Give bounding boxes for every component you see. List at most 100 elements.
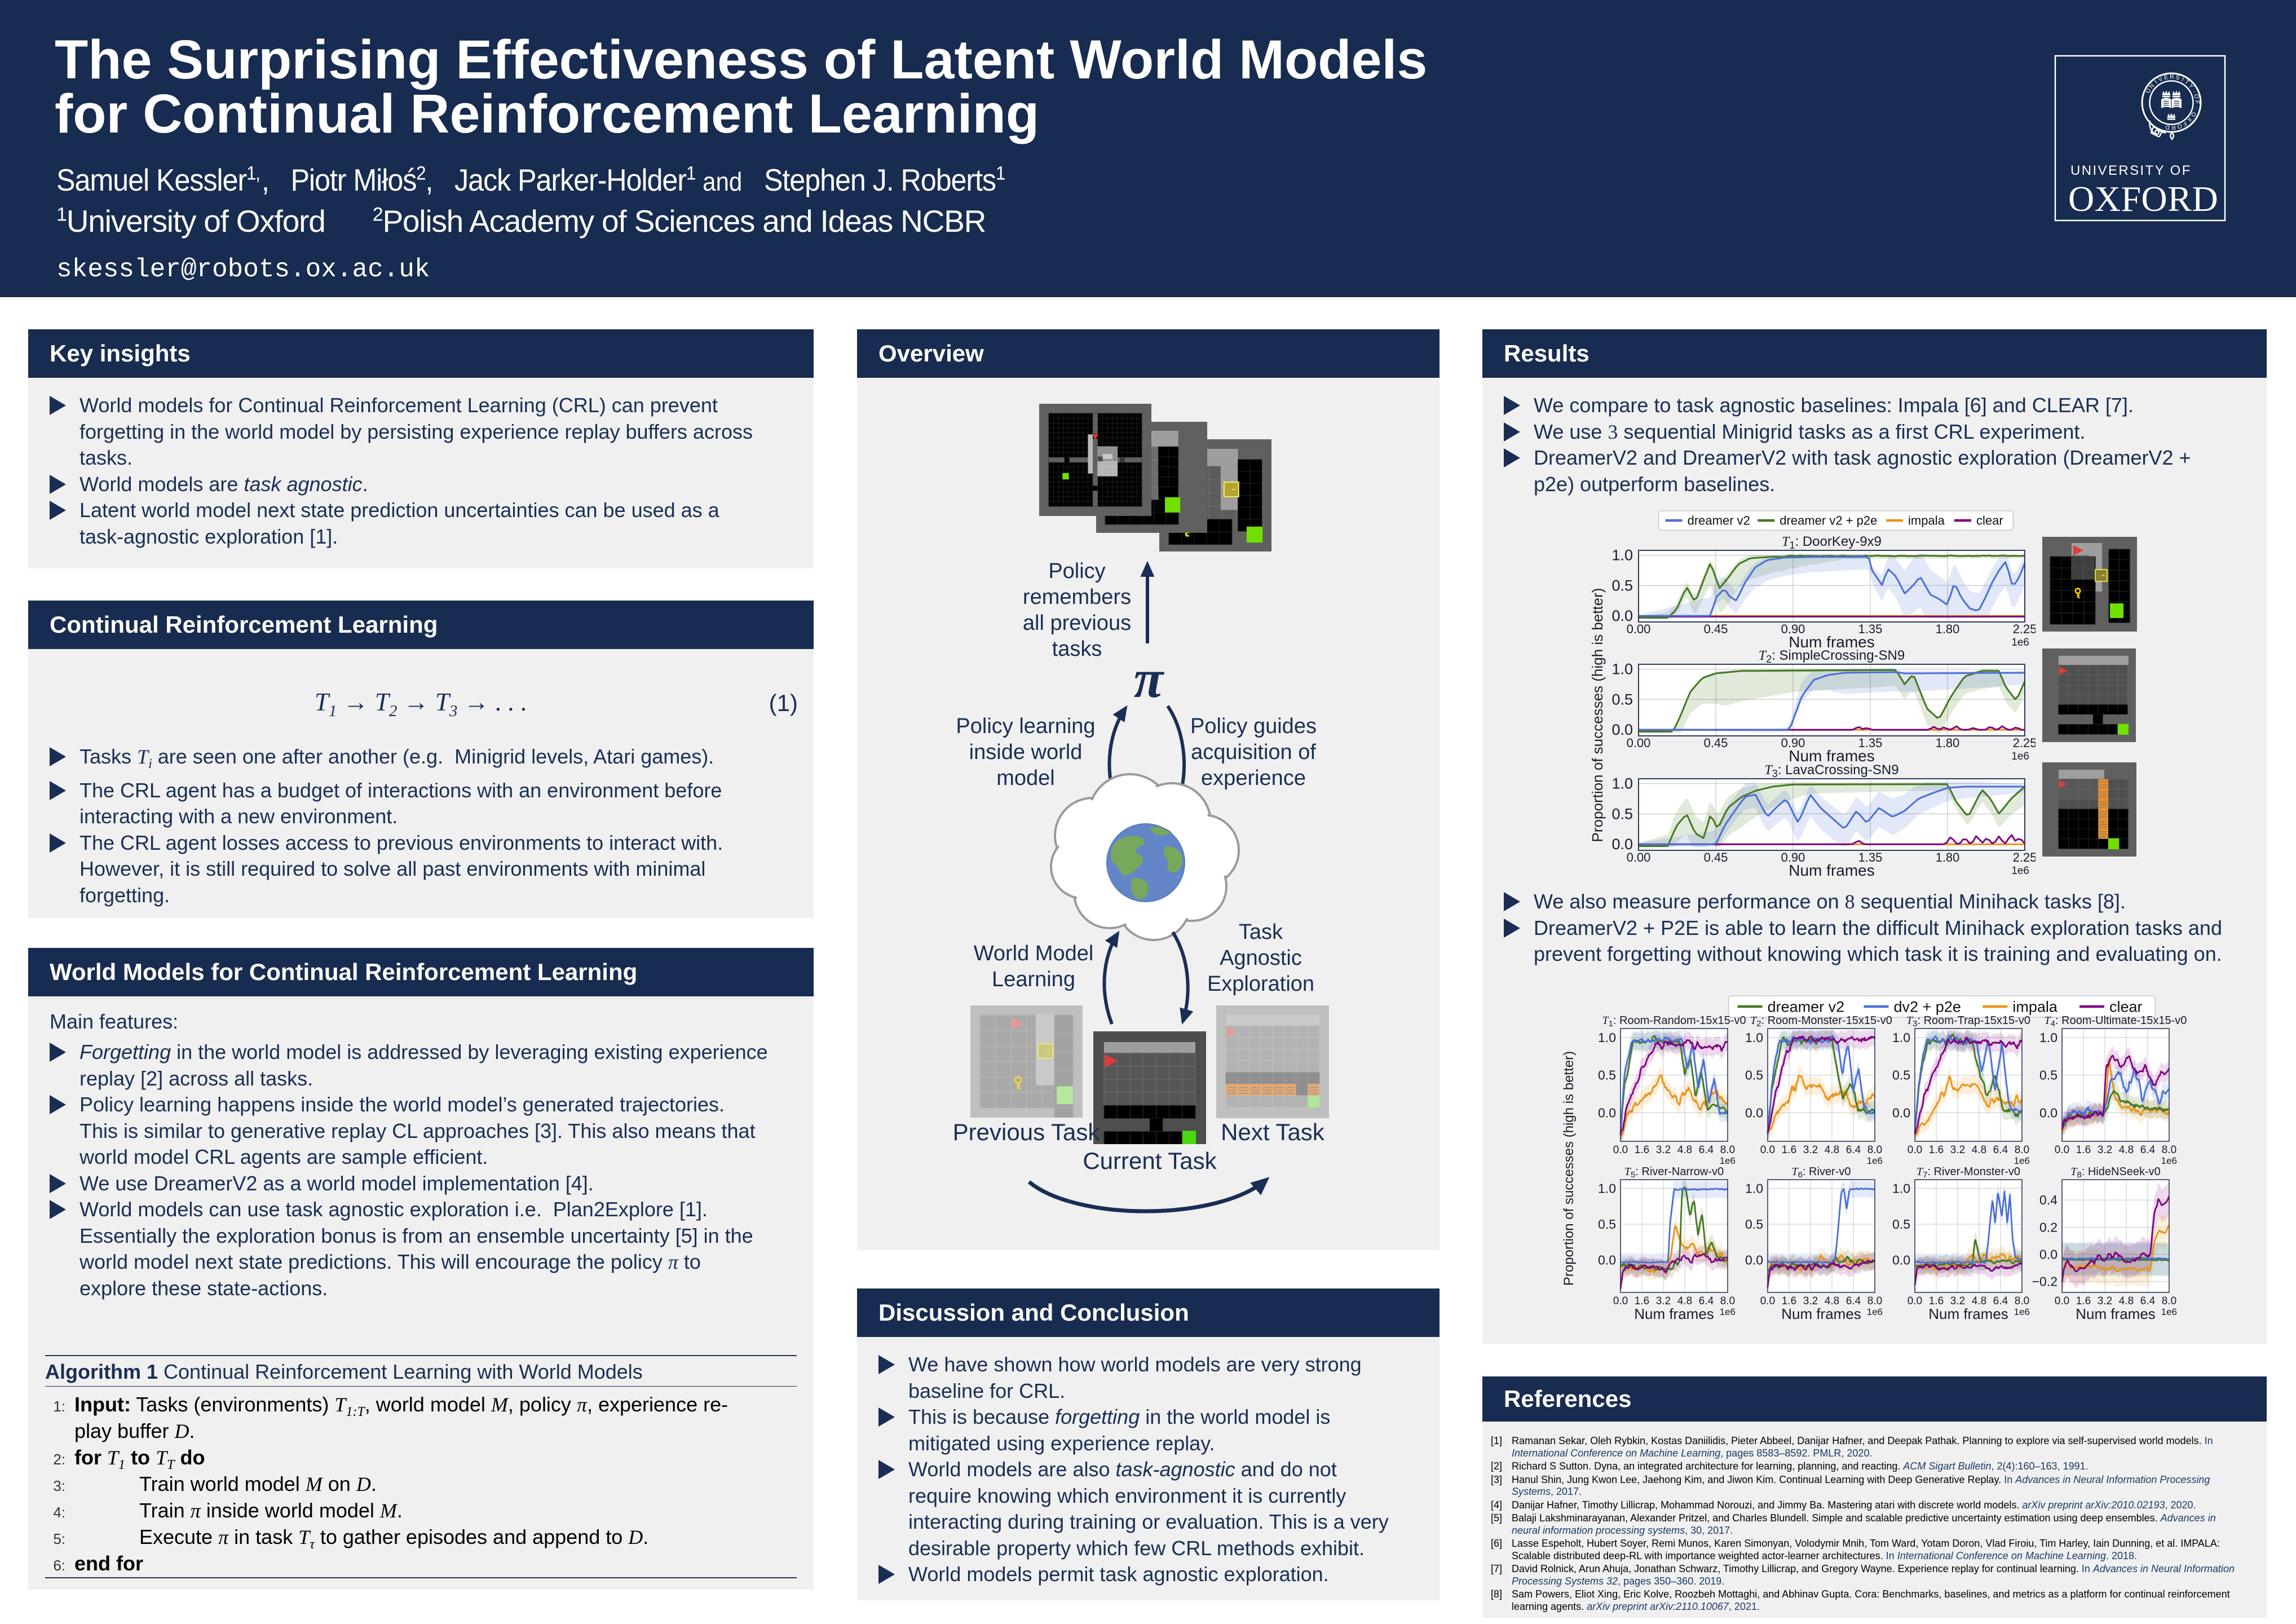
svg-text:3.2: 3.2 <box>2098 1144 2112 1156</box>
svg-text:O: O <box>2176 122 2183 130</box>
svg-text:3.2: 3.2 <box>1656 1295 1671 1307</box>
svg-text:1.6: 1.6 <box>2076 1295 2091 1307</box>
svg-text:4.8: 4.8 <box>1677 1144 1692 1156</box>
svg-text:1.0: 1.0 <box>1598 1181 1616 1195</box>
svg-text:Num frames: Num frames <box>1634 1305 1714 1322</box>
svg-text:1.80: 1.80 <box>1936 622 1960 636</box>
svg-text:−0.2: −0.2 <box>2032 1274 2057 1289</box>
svg-text:0.90: 0.90 <box>1781 622 1805 636</box>
svg-text:T2: SimpleCrossing-SN9: T2: SimpleCrossing-SN9 <box>1759 648 1905 665</box>
svg-text:0.5: 0.5 <box>1611 691 1633 708</box>
svg-text:1e6: 1e6 <box>2011 865 2029 877</box>
svg-text:0.45: 0.45 <box>1704 622 1728 636</box>
svg-text:1.6: 1.6 <box>1635 1295 1649 1307</box>
svg-text:0.0: 0.0 <box>1908 1295 1922 1307</box>
svg-text:F: F <box>2193 100 2200 104</box>
svg-text:T6: River-v0: T6: River-v0 <box>1791 1166 1851 1180</box>
svg-text:1e6: 1e6 <box>1720 1155 1736 1166</box>
svg-text:8.0: 8.0 <box>1720 1144 1735 1156</box>
svg-text:0.0: 0.0 <box>1760 1144 1775 1156</box>
svg-text:0.0: 0.0 <box>1892 1253 1910 1268</box>
svg-text:1e6: 1e6 <box>2011 751 2029 762</box>
svg-text:4.8: 4.8 <box>1825 1295 1839 1307</box>
svg-text:T3: LavaCrossing-SN9: T3: LavaCrossing-SN9 <box>1764 762 1898 779</box>
svg-text:T8: HideNSeek-v0: T8: HideNSeek-v0 <box>2070 1166 2161 1180</box>
svg-text:0.0: 0.0 <box>2039 1247 2057 1262</box>
svg-text:OXFORD: OXFORD <box>2068 179 2218 219</box>
svg-text:6.4: 6.4 <box>2140 1295 2156 1307</box>
svg-text:0.0: 0.0 <box>1611 721 1633 738</box>
svg-text:0.5: 0.5 <box>1892 1217 1910 1232</box>
svg-text:3.2: 3.2 <box>2098 1295 2112 1307</box>
svg-text:3.2: 3.2 <box>1950 1295 1965 1307</box>
svg-text:0.00: 0.00 <box>1627 622 1651 636</box>
svg-text:T1: Room-Random-15x15-v0: T1: Room-Random-15x15-v0 <box>1602 1014 1746 1029</box>
svg-text:1.0: 1.0 <box>1892 1181 1910 1195</box>
svg-text:Num frames: Num frames <box>1781 1305 1861 1322</box>
svg-text:0.4: 0.4 <box>2039 1193 2057 1207</box>
svg-text:0.5: 0.5 <box>1611 805 1633 822</box>
svg-text:I: I <box>2153 79 2159 85</box>
svg-text:1.6: 1.6 <box>1782 1144 1796 1156</box>
svg-text:6.4: 6.4 <box>1699 1144 1714 1156</box>
svg-text:Proportion of successes (high: Proportion of successes (high is better) <box>1562 1051 1577 1286</box>
svg-text:0.90: 0.90 <box>1781 850 1805 864</box>
svg-text:1.6: 1.6 <box>1929 1295 1944 1307</box>
svg-text:1e6: 1e6 <box>1867 1307 1883 1317</box>
svg-text:8.0: 8.0 <box>1867 1144 1882 1156</box>
svg-text:1.35: 1.35 <box>1858 736 1883 750</box>
svg-text:4.8: 4.8 <box>1825 1144 1839 1156</box>
svg-text:1.0: 1.0 <box>1598 1030 1616 1045</box>
svg-text:0.0: 0.0 <box>2055 1295 2069 1307</box>
svg-text:6.4: 6.4 <box>1993 1295 2008 1307</box>
svg-text:1e6: 1e6 <box>1720 1307 1736 1317</box>
svg-text:1.0: 1.0 <box>1745 1030 1763 1045</box>
svg-text:8.0: 8.0 <box>1720 1295 1735 1307</box>
svg-text:0.0: 0.0 <box>2039 1105 2057 1120</box>
svg-text:1e6: 1e6 <box>2161 1155 2177 1166</box>
svg-text:R: R <box>2171 124 2176 131</box>
svg-text:1.0: 1.0 <box>1611 775 1633 792</box>
svg-text:1.6: 1.6 <box>1929 1144 1944 1156</box>
svg-text:E: E <box>2163 74 2169 81</box>
svg-text:4.8: 4.8 <box>1972 1295 1986 1307</box>
svg-text:1.0: 1.0 <box>1745 1181 1763 1195</box>
svg-text:impala: impala <box>1908 514 1945 528</box>
svg-text:0.0: 0.0 <box>1611 836 1633 853</box>
svg-text:clear: clear <box>2109 998 2143 1015</box>
svg-text:3.2: 3.2 <box>1656 1144 1671 1156</box>
svg-text:T5: River-Narrow-v0: T5: River-Narrow-v0 <box>1624 1166 1724 1180</box>
svg-text:V: V <box>2157 76 2163 83</box>
svg-text:1.0: 1.0 <box>1611 661 1633 678</box>
svg-text:F: F <box>2181 120 2188 128</box>
svg-text:1.0: 1.0 <box>2039 1030 2057 1045</box>
svg-text:0.0: 0.0 <box>1745 1253 1763 1268</box>
svg-text:0.0: 0.0 <box>1613 1295 1628 1307</box>
svg-text:3.2: 3.2 <box>1950 1144 1965 1156</box>
svg-text:S: S <box>2175 74 2180 81</box>
svg-text:4.8: 4.8 <box>1972 1144 1986 1156</box>
svg-text:Num frames: Num frames <box>1789 862 1874 879</box>
svg-text:1.6: 1.6 <box>1635 1144 1649 1156</box>
svg-text:1.80: 1.80 <box>1936 850 1960 864</box>
svg-text:6.4: 6.4 <box>2140 1144 2156 1156</box>
svg-text:Num frames: Num frames <box>2076 1305 2156 1322</box>
svg-text:dv2 + p2e: dv2 + p2e <box>1894 998 1961 1015</box>
svg-text:2.25: 2.25 <box>2013 736 2036 750</box>
svg-text:2.25: 2.25 <box>2013 622 2036 636</box>
svg-text:Num frames: Num frames <box>1789 633 1874 651</box>
svg-text:UNIVERSITY OF: UNIVERSITY OF <box>2070 163 2192 178</box>
svg-text:6.4: 6.4 <box>1993 1144 2008 1156</box>
svg-text:R: R <box>2170 73 2174 80</box>
svg-text:3.2: 3.2 <box>1803 1144 1818 1156</box>
svg-text:·: · <box>2191 89 2198 94</box>
svg-text:T1: DoorKey-9x9: T1: DoorKey-9x9 <box>1782 534 1882 551</box>
svg-text:1.35: 1.35 <box>1858 850 1883 864</box>
svg-text:dreamer v2: dreamer v2 <box>1688 514 1750 528</box>
svg-text:0.0: 0.0 <box>1613 1144 1628 1156</box>
svg-text:0.0: 0.0 <box>1760 1295 1775 1307</box>
svg-text:8.0: 8.0 <box>2162 1144 2176 1156</box>
svg-text:T3: Room-Trap-15x15-v0: T3: Room-Trap-15x15-v0 <box>1906 1014 2030 1029</box>
svg-text:0.2: 0.2 <box>2039 1220 2057 1234</box>
svg-text:8.0: 8.0 <box>2015 1144 2029 1156</box>
